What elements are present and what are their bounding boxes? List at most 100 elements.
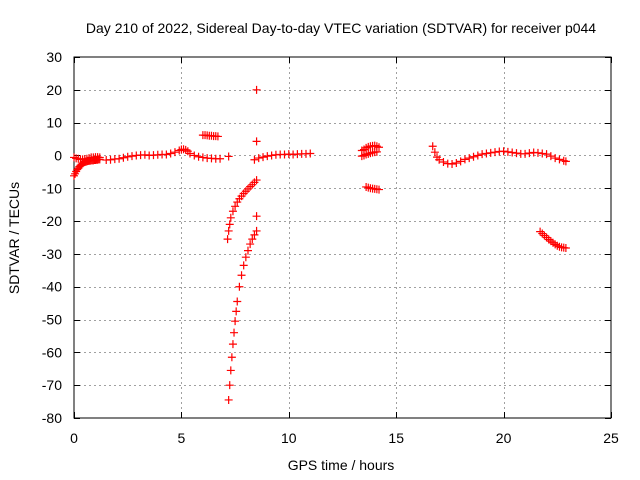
data-point (491, 148, 500, 157)
y-tick-label: 10 (46, 115, 62, 131)
y-tick-label: -50 (42, 312, 62, 328)
data-point (252, 212, 261, 221)
series-arc-noon-mid (357, 147, 381, 161)
data-point (226, 366, 235, 375)
x-tick-label: 10 (281, 430, 297, 446)
data-point (362, 182, 371, 191)
series-singles (224, 85, 261, 221)
y-tick-label: -80 (42, 410, 62, 426)
data-point (227, 353, 236, 362)
data-point (538, 229, 547, 238)
data-point (430, 148, 439, 157)
data-point (70, 153, 78, 162)
data-point (162, 150, 171, 159)
data-point (216, 154, 225, 163)
data-point (542, 150, 551, 159)
data-point (185, 149, 194, 158)
data-point (127, 152, 136, 161)
data-point (542, 233, 551, 242)
data-point (140, 150, 149, 159)
data-point (512, 149, 521, 158)
data-point (478, 150, 487, 159)
data-point (525, 149, 534, 158)
data-point (555, 155, 564, 164)
data-point (224, 152, 233, 161)
data-point (230, 328, 239, 337)
data-point (375, 185, 384, 194)
data-point (248, 235, 257, 244)
x-tick-label: 15 (388, 430, 404, 446)
data-point (95, 153, 104, 162)
axis-ticks (74, 57, 612, 419)
x-tick-label: 20 (496, 430, 512, 446)
data-point (259, 153, 268, 162)
data-point (226, 213, 235, 222)
data-point (473, 151, 482, 160)
y-tick-label: 20 (46, 82, 62, 98)
data-point (456, 157, 465, 166)
data-point (115, 154, 124, 163)
data-point (213, 132, 222, 141)
data-point (241, 253, 250, 262)
y-tick-label: -40 (42, 279, 62, 295)
series-arc-dip-lower (224, 226, 261, 404)
data-point (536, 227, 545, 236)
data-point (559, 156, 568, 165)
data-points (70, 85, 570, 404)
data-point (194, 152, 203, 161)
series-arc-dip-upper (223, 176, 261, 244)
data-point (106, 155, 115, 164)
data-point (119, 153, 128, 162)
series-arc-early-top (70, 153, 104, 164)
data-point (250, 155, 259, 164)
chart-title: Day 210 of 2022, Sidereal Day-to-day VTE… (86, 20, 596, 36)
y-tick-labels: -80 -70 -60 -50 -40 -30 -20 -10 0 10 20 30 (42, 49, 62, 426)
y-tick-label: -60 (42, 344, 62, 360)
x-tick-label: 25 (603, 430, 619, 446)
data-point (306, 149, 315, 158)
data-point (166, 149, 175, 158)
data-point (228, 207, 237, 216)
data-point (469, 152, 478, 161)
data-point (237, 271, 246, 280)
data-point (225, 220, 234, 229)
series-arc-morning (102, 145, 225, 165)
series-arc-noon-low (362, 182, 384, 194)
y-tick-label: -20 (42, 213, 62, 229)
data-point (252, 137, 261, 146)
data-point (533, 148, 542, 157)
data-point (452, 159, 461, 168)
data-point (448, 159, 457, 168)
grid-lines (74, 57, 611, 418)
data-point (233, 297, 242, 306)
data-point (232, 307, 241, 316)
data-point (179, 145, 188, 154)
data-point (190, 151, 199, 160)
data-point (224, 226, 233, 235)
series-arc-early-high (198, 131, 222, 141)
data-point (551, 154, 560, 163)
y-tick-label: -70 (42, 377, 62, 393)
data-point (123, 152, 132, 161)
data-point (252, 85, 261, 94)
data-point (439, 158, 448, 167)
data-point (231, 202, 240, 211)
y-tick-label: 30 (46, 49, 62, 65)
data-point (508, 148, 517, 157)
data-point (235, 282, 244, 291)
series-arc-late-low (536, 227, 570, 253)
data-point (254, 154, 263, 163)
data-point (175, 146, 184, 155)
data-point (246, 240, 255, 249)
data-point (364, 183, 373, 192)
data-point (267, 151, 276, 160)
data-point (252, 226, 261, 235)
data-point (540, 231, 549, 240)
data-point (231, 317, 240, 326)
data-point (561, 157, 570, 166)
data-point (503, 147, 512, 156)
data-point (372, 147, 381, 156)
data-point (538, 149, 547, 158)
data-point (228, 340, 237, 349)
y-tick-label: -30 (42, 246, 62, 262)
